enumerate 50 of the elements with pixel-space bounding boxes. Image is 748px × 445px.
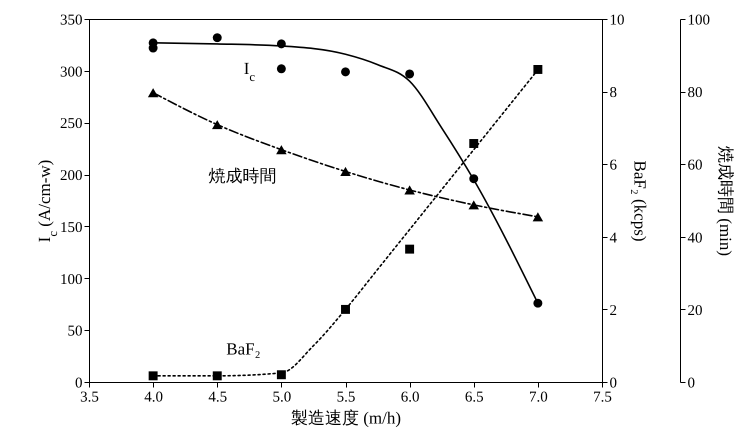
y-tick-label: 50 xyxy=(68,324,82,340)
point xyxy=(148,371,158,380)
y3-tick-label: 100 xyxy=(688,12,710,28)
series-label: 焼成時間 xyxy=(208,166,276,186)
point xyxy=(340,166,351,176)
point xyxy=(469,139,478,148)
x-tick-label: 3.5 xyxy=(80,390,99,406)
point xyxy=(405,70,414,78)
point xyxy=(276,64,286,74)
y2-tick-label: 2 xyxy=(610,302,617,319)
x-tick-label: 7.5 xyxy=(593,390,612,406)
point xyxy=(405,244,414,254)
point xyxy=(276,145,287,154)
point xyxy=(532,212,544,222)
x-tick-label: 5.5 xyxy=(336,390,356,406)
y2-tick-label: 0 xyxy=(610,376,617,392)
y-tick-label: 150 xyxy=(60,220,82,236)
x-tick-label: 4.0 xyxy=(144,390,163,406)
y3-tick-label: 80 xyxy=(688,85,702,102)
point xyxy=(148,88,158,98)
point xyxy=(212,120,222,130)
y-tick-label: 350 xyxy=(60,12,82,28)
y2-tick-label: 4 xyxy=(610,230,618,246)
y-tick-label: 100 xyxy=(60,272,82,288)
x-tick-label: 7.0 xyxy=(529,390,548,406)
y2-tick-label: 8 xyxy=(610,85,617,102)
point xyxy=(404,185,415,195)
y3-axis-title: 焼成時間 (min) xyxy=(716,146,735,256)
series-label: I$_{c}$ xyxy=(244,58,256,84)
y-tick-label: 0 xyxy=(75,376,82,392)
y3-tick-label: 40 xyxy=(688,230,702,246)
x-tick-label: 5.0 xyxy=(272,390,292,406)
y-tick-label: 300 xyxy=(60,64,82,80)
point xyxy=(533,64,542,74)
y-tick-label: 200 xyxy=(60,168,82,184)
x-axis-title: 製造速度 (m/h) xyxy=(290,408,402,428)
point xyxy=(341,67,350,76)
y3-tick-label: 60 xyxy=(688,158,702,174)
y2-tick-label: 10 xyxy=(610,12,624,28)
x-tick-label: 6.5 xyxy=(464,390,484,406)
series-label: BaF₂ xyxy=(226,340,261,359)
y-tick-label: 250 xyxy=(60,116,82,132)
x-tick-label: 4.5 xyxy=(208,390,228,406)
y2-axis-title: BaF₂ (kcps) xyxy=(630,160,650,242)
y3-tick-label: 0 xyxy=(688,376,695,392)
point xyxy=(468,200,479,210)
point xyxy=(212,33,222,42)
y3-tick-label: 20 xyxy=(688,302,702,319)
x-tick-label: 6.0 xyxy=(400,390,420,406)
y2-tick-label: 6 xyxy=(610,158,618,174)
